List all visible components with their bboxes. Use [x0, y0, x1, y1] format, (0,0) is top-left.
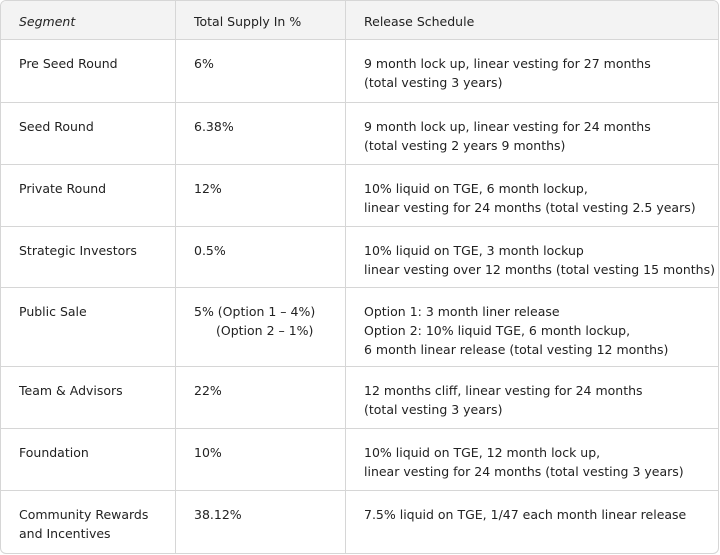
table-cell: 6.38%: [176, 103, 346, 166]
cell-text: Community Rewards: [19, 506, 149, 522]
cell-text: 7.5% liquid on TGE, 1/47 each month line…: [364, 506, 687, 522]
table-cell: 5% (Option 1 – 4%) (Option 2 – 1%): [176, 288, 346, 367]
table-cell: 22%: [176, 366, 346, 429]
cell-text: (total vesting 2 years 9 months): [364, 138, 566, 154]
header-cell: Total Supply In %: [176, 1, 346, 40]
cell-text: 38.12%: [194, 506, 242, 522]
cell-text: 10% liquid on TGE, 6 month lockup,: [364, 181, 588, 197]
cell-text: Private Round: [19, 181, 107, 197]
table-cell: Option 1: 3 month liner release Option 2:…: [346, 288, 718, 367]
table-row: Strategic Investors 0.5% 10% liquid on TGE…: [1, 227, 718, 289]
cell-text: Public Sale: [19, 304, 87, 320]
cell-text: 6.38%: [194, 119, 234, 135]
cell-text: 0.5%: [194, 243, 226, 259]
table-cell: 10% liquid on TGE, 12 month lock up, line…: [346, 429, 718, 491]
table-cell: 12%: [176, 165, 346, 228]
table-cell: Pre Seed Round: [1, 40, 176, 104]
cell-text: Foundation: [19, 444, 89, 460]
table-row: Foundation 10% 10% liquid on TGE, 12 month…: [1, 428, 718, 491]
table-cell: Strategic Investors: [1, 227, 176, 289]
cell-text: linear vesting over 12 months (total ves…: [364, 262, 715, 278]
table-cell: Foundation: [1, 428, 176, 491]
table-row: Seed Round 6.38% 9 month lock up, linear v…: [1, 103, 718, 166]
table-cell: 38.12%: [176, 490, 346, 553]
cell-text: (total vesting 3 years): [364, 75, 503, 90]
cell-text: 5% (Option 1 – 4%): [194, 304, 316, 320]
cell-text: linear vesting for 24 months (total vest…: [364, 463, 684, 479]
header-cell: Segment: [1, 1, 176, 40]
cell-text: 10% liquid on TGE, 12 month lock up,: [364, 444, 601, 460]
cell-text: 9 month lock up, linear vesting for 27 m…: [364, 56, 651, 71]
cell-text: 6%: [194, 56, 214, 71]
table-row: Public Sale 5% (Option 1 – 4%) (Option 2 –…: [1, 288, 718, 367]
cell-text: Strategic Investors: [19, 243, 137, 259]
cell-text: (Option 2 – 1%): [216, 323, 314, 339]
table-cell: 10%: [176, 428, 346, 491]
table-cell: Community Rewards and Incentives: [1, 490, 176, 553]
table-row: Private Round 12% 10% liquid on TGE, 6 mon…: [1, 165, 718, 228]
cell-text: Pre Seed Round: [19, 56, 118, 71]
cell-text: 10%: [194, 444, 222, 460]
table-cell: 7.5% liquid on TGE, 1/47 each month line…: [346, 491, 718, 553]
table-cell: 10% liquid on TGE, 3 month lockup linear …: [346, 227, 718, 289]
table-cell: Team & Advisors: [1, 366, 176, 429]
table-cell: Seed Round: [1, 103, 176, 166]
cell-text: Seed Round: [19, 119, 94, 135]
table-row: Pre Seed Round 6% 9 month lock up, linear …: [1, 40, 718, 104]
cell-text: (total vesting 3 years): [364, 401, 503, 417]
cell-text: 12%: [194, 181, 222, 197]
header-row: Segment Total Supply In % Release Schedule: [1, 1, 718, 40]
table-cell: 10% liquid on TGE, 6 month lockup, linear…: [346, 165, 718, 228]
table-cell: 9 month lock up, linear vesting for 24 m…: [346, 103, 718, 166]
table-cell: 0.5%: [176, 227, 346, 289]
cell-text: 6 month linear release (total vesting 12…: [364, 342, 669, 358]
cell-text: Option 1: 3 month liner release: [364, 304, 560, 320]
cell-text: 22%: [194, 382, 222, 398]
table-cell: Public Sale: [1, 288, 176, 367]
table-cell: 12 months cliff, linear vesting for 24 m…: [346, 367, 718, 429]
table-body: Pre Seed Round 6% 9 month lock up, linear …: [1, 40, 718, 553]
table-row: Community Rewards and Incentives 38.12% 7.5…: [1, 490, 718, 553]
header-cell: Release Schedule: [346, 1, 718, 40]
table-cell: 6%: [176, 40, 346, 104]
table-cell: 9 month lock up, linear vesting for 27 m…: [346, 40, 718, 104]
cell-text: and Incentives: [19, 525, 111, 541]
table-row: Team & Advisors 22% 12 months cliff, linea…: [1, 366, 718, 429]
cell-text: Team & Advisors: [19, 382, 123, 398]
table-cell: Private Round: [1, 165, 176, 228]
cell-text: 10% liquid on TGE, 3 month lockup: [364, 243, 584, 259]
cell-text: 9 month lock up, linear vesting for 24 m…: [364, 119, 651, 135]
cell-text: Option 2: 10% liquid TGE, 6 month lockup…: [364, 323, 631, 339]
cell-text: 12 months cliff, linear vesting for 24 m…: [364, 382, 643, 398]
cell-text: linear vesting for 24 months (total vest…: [364, 200, 696, 216]
